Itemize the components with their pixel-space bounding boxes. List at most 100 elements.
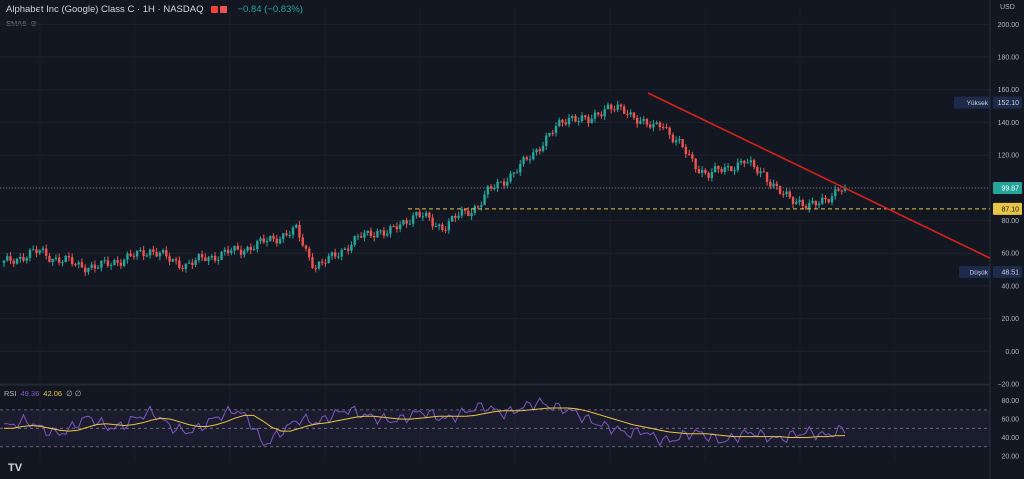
sma-label[interactable]: SMA6 <box>6 19 27 28</box>
candle-body <box>499 181 503 183</box>
candle-body <box>606 104 610 110</box>
candle-body <box>759 171 762 174</box>
rsi-extra: ∅ ∅ <box>66 389 82 398</box>
candle-body <box>515 172 519 174</box>
candle-body <box>788 191 791 198</box>
candle-body <box>593 112 597 119</box>
candle-body <box>457 215 460 218</box>
candle-body <box>392 226 395 228</box>
candle-body <box>15 258 19 264</box>
candle-body <box>236 245 239 250</box>
candle-body <box>155 251 158 257</box>
candle-body <box>168 256 171 262</box>
candle-body <box>691 154 694 159</box>
price-tick-label: 40.00 <box>1001 283 1019 290</box>
candle-body <box>243 250 246 255</box>
candle-body <box>717 166 720 170</box>
candle-body <box>730 166 733 172</box>
rsi-tick-label: 80.00 <box>1001 398 1019 405</box>
candle-body <box>191 262 194 266</box>
candle-body <box>684 146 688 154</box>
candle-body <box>304 245 308 249</box>
candle-body <box>808 203 811 209</box>
candle-body <box>197 254 201 261</box>
tradingview-logo[interactable]: TV <box>8 462 23 474</box>
candle-body <box>48 255 51 263</box>
candle-body <box>246 246 249 251</box>
candle-body <box>554 126 558 134</box>
rsi-label[interactable]: RSI <box>4 389 17 398</box>
rsi-ma-series <box>4 407 846 438</box>
candle-body <box>308 248 311 258</box>
candle-body <box>83 267 87 273</box>
candle-body <box>610 104 613 110</box>
candle-body <box>463 209 467 211</box>
candle-body <box>376 231 379 238</box>
last-price-badge <box>993 182 1022 195</box>
candle-body <box>28 249 32 258</box>
candle-body <box>619 104 623 107</box>
candle-body <box>174 259 178 261</box>
candle-body <box>632 112 636 118</box>
candle-body <box>441 224 444 231</box>
candle-body <box>639 120 642 124</box>
candle-body <box>93 264 97 269</box>
candle-body <box>564 122 567 125</box>
candle-body <box>262 238 265 243</box>
candle-body <box>746 162 749 164</box>
candle-body <box>700 169 704 173</box>
candle-body <box>311 257 314 269</box>
candle-body <box>561 119 564 123</box>
candle-body <box>70 257 74 265</box>
candle-body <box>681 139 684 147</box>
candle-body <box>51 258 54 263</box>
candle-body <box>642 118 645 121</box>
candle-body <box>509 173 512 182</box>
candle-body <box>571 116 574 118</box>
candle-body <box>178 260 181 268</box>
trend-line[interactable] <box>647 92 991 259</box>
status-dot-icon <box>211 6 219 13</box>
candle-body <box>519 163 522 173</box>
candle-body <box>652 123 655 128</box>
candle-body <box>334 252 337 257</box>
candle-body <box>795 201 798 204</box>
candle-body <box>200 254 204 258</box>
candle-body <box>418 211 421 217</box>
candle-body <box>217 259 220 261</box>
candle-body <box>480 205 483 207</box>
candle-body <box>6 256 9 261</box>
rsi-ma-value: 42.06 <box>43 389 63 398</box>
candle-body <box>116 260 119 263</box>
candle-body <box>184 263 188 269</box>
candle-body <box>32 249 35 251</box>
candle-body <box>674 140 678 143</box>
candle-body <box>584 115 587 118</box>
symbol-title[interactable]: Alphabet Inc (Google) Class C · 1H · NAS… <box>6 4 204 15</box>
candle-body <box>687 153 691 155</box>
candle-body <box>752 160 756 168</box>
candle-body <box>321 261 324 263</box>
candle-body <box>126 253 129 260</box>
candle-body <box>398 224 402 230</box>
candle-body <box>337 256 340 258</box>
candle-body <box>710 172 714 178</box>
candle-body <box>476 206 480 208</box>
eye-hidden-icon[interactable]: ⊘ <box>30 19 37 28</box>
candle-body <box>239 249 243 255</box>
candle-body <box>668 127 671 135</box>
candle-body <box>324 262 327 264</box>
candle-body <box>824 197 827 200</box>
candle-body <box>385 233 389 236</box>
candle-body <box>749 160 753 163</box>
candle-body <box>2 260 6 264</box>
candle-body <box>772 183 775 187</box>
candle-body <box>801 199 804 207</box>
candle-body <box>220 251 223 260</box>
candle-body <box>694 158 697 170</box>
candle-body <box>645 118 649 125</box>
candle-body <box>525 157 528 160</box>
candle-body <box>613 109 616 111</box>
candle-body <box>532 152 535 160</box>
